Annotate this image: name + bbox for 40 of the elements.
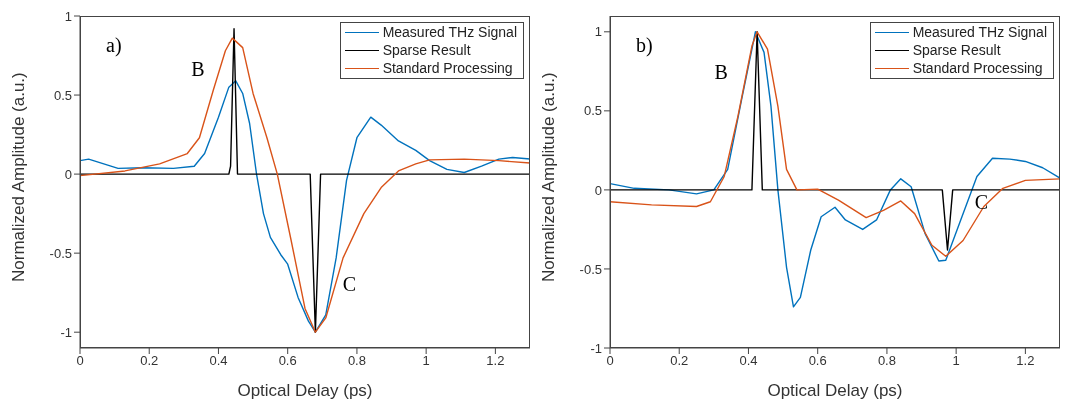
x-tick-label: 0.2 — [670, 353, 689, 369]
legend-label: Sparse Result — [912, 41, 1001, 59]
x-tick-label: 0.4 — [209, 353, 228, 369]
x-tick-label: 1 — [952, 353, 960, 369]
y-tick-label: -1 — [590, 340, 602, 356]
x-axis-title: Optical Delay (ps) — [237, 381, 373, 400]
annotation: C — [974, 191, 989, 214]
x-tick-label: 0.2 — [140, 353, 159, 369]
x-tick-label: 0.6 — [278, 353, 297, 369]
legend-label: Standard Processing — [382, 59, 513, 77]
y-tick-label: -0.5 — [579, 261, 602, 277]
y-tick-label: 1 — [594, 24, 602, 40]
y-axis-title: Normalized Amplitude (a.u.) — [9, 72, 29, 282]
annotation: C — [342, 273, 357, 296]
y-tick-label: 0.5 — [53, 87, 72, 103]
annotation: a) — [106, 34, 122, 57]
legend-label: Standard Processing — [912, 59, 1043, 77]
x-tick-label: 0.6 — [808, 353, 827, 369]
annotation: B — [714, 60, 728, 83]
y-tick-label: -0.5 — [49, 245, 72, 261]
y-tick-label: 0 — [64, 166, 72, 182]
x-tick-label: 1.2 — [486, 353, 505, 369]
x-tick-label: 1 — [422, 353, 430, 369]
annotation: B — [191, 57, 205, 80]
legend-label: Measured THz Signal — [382, 23, 517, 41]
x-tick-label: 0 — [606, 353, 614, 369]
y-tick-label: 1 — [64, 8, 72, 24]
annotation: b) — [636, 34, 653, 57]
y-tick-label: -1 — [60, 324, 72, 340]
y-tick-label: 0.5 — [583, 103, 602, 119]
legend-label: Sparse Result — [382, 41, 471, 59]
x-tick-label: 0.8 — [347, 353, 366, 369]
x-tick-label: 1.2 — [1016, 353, 1035, 369]
x-tick-label: 0 — [76, 353, 84, 369]
y-tick-label: 0 — [594, 182, 602, 198]
y-axis-title: Normalized Amplitude (a.u.) — [539, 72, 559, 282]
x-tick-label: 0.8 — [877, 353, 896, 369]
x-tick-label: 0.4 — [739, 353, 758, 369]
x-axis-title: Optical Delay (ps) — [767, 381, 903, 400]
legend-label: Measured THz Signal — [912, 23, 1047, 41]
